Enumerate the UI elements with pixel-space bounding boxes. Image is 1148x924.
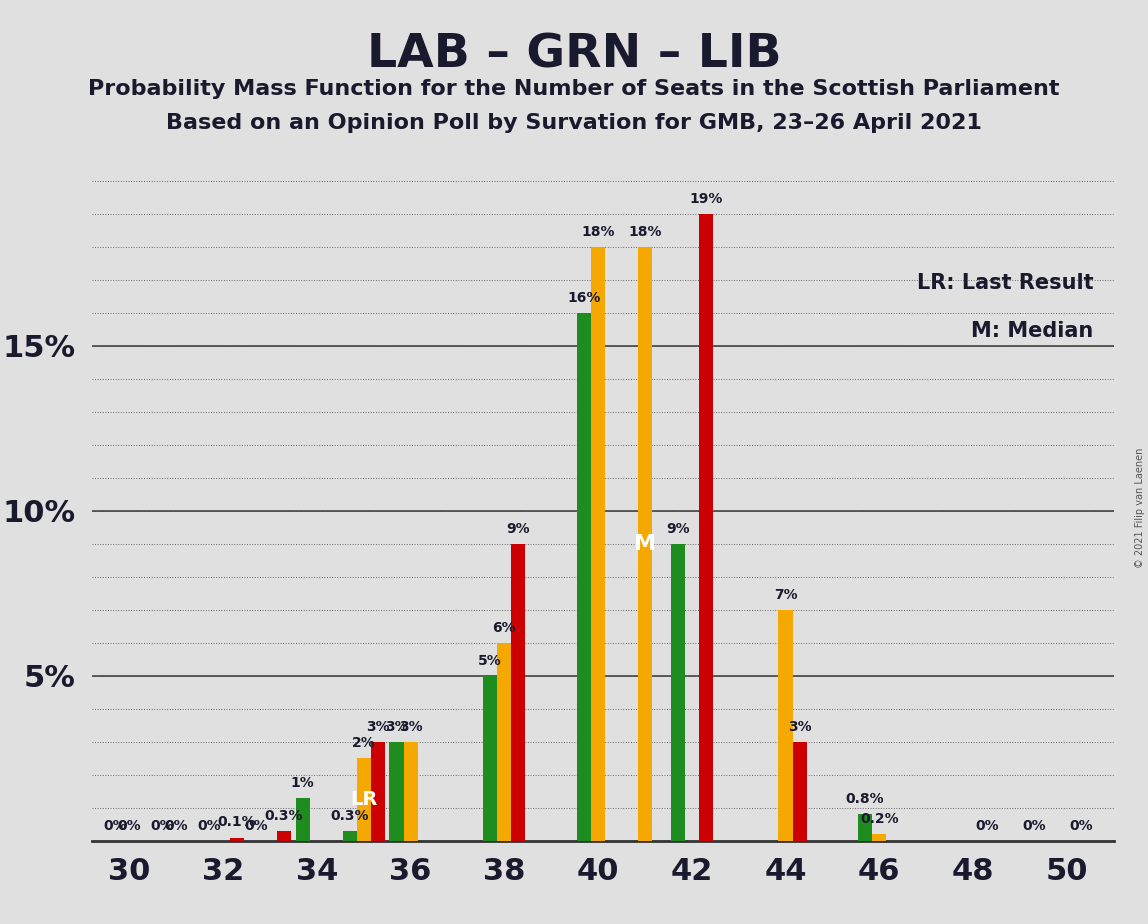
Text: Based on an Opinion Poll by Survation for GMB, 23–26 April 2021: Based on an Opinion Poll by Survation fo… (166, 113, 982, 133)
Text: 0.3%: 0.3% (331, 808, 369, 822)
Text: © 2021 Filip van Laenen: © 2021 Filip van Laenen (1135, 448, 1145, 568)
Bar (483, 675, 497, 841)
Text: 0%: 0% (164, 819, 188, 833)
Text: M: M (634, 534, 656, 553)
Text: 9%: 9% (506, 521, 530, 536)
Text: 0%: 0% (1069, 819, 1093, 833)
Text: 18%: 18% (581, 225, 615, 238)
Text: 0%: 0% (1022, 819, 1046, 833)
Text: 18%: 18% (628, 225, 661, 238)
Text: 0.1%: 0.1% (218, 815, 256, 830)
Bar (591, 247, 605, 841)
Text: 3%: 3% (366, 720, 389, 734)
Text: 0%: 0% (245, 819, 267, 833)
Text: 0.3%: 0.3% (265, 808, 303, 822)
Bar (403, 742, 418, 841)
Text: 0%: 0% (975, 819, 999, 833)
Bar (497, 643, 511, 841)
Text: 0%: 0% (103, 819, 127, 833)
Bar (778, 610, 792, 841)
Bar (277, 831, 292, 841)
Text: 1%: 1% (290, 775, 315, 790)
Text: 3%: 3% (385, 720, 409, 734)
Text: 16%: 16% (567, 290, 600, 305)
Bar (357, 759, 371, 841)
Text: LR: Last Result: LR: Last Result (916, 273, 1093, 293)
Text: 0.8%: 0.8% (846, 792, 884, 806)
Bar (296, 798, 310, 841)
Bar (511, 544, 526, 841)
Bar (577, 313, 591, 841)
Bar (792, 742, 807, 841)
Text: 0%: 0% (117, 819, 141, 833)
Bar (699, 213, 713, 841)
Bar (342, 831, 357, 841)
Text: 0%: 0% (150, 819, 174, 833)
Text: LR: LR (350, 790, 378, 809)
Bar (670, 544, 684, 841)
Bar (638, 247, 652, 841)
Bar (858, 814, 872, 841)
Text: 7%: 7% (774, 588, 798, 602)
Bar (872, 834, 886, 841)
Text: 5%: 5% (479, 653, 502, 667)
Text: 2%: 2% (351, 736, 375, 750)
Bar (230, 837, 245, 841)
Text: 0%: 0% (197, 819, 220, 833)
Text: 0.2%: 0.2% (860, 812, 899, 826)
Text: Probability Mass Function for the Number of Seats in the Scottish Parliament: Probability Mass Function for the Number… (88, 79, 1060, 99)
Text: 3%: 3% (398, 720, 422, 734)
Bar (389, 742, 403, 841)
Text: 9%: 9% (666, 521, 690, 536)
Text: M: Median: M: Median (971, 322, 1093, 341)
Text: LAB – GRN – LIB: LAB – GRN – LIB (366, 32, 782, 78)
Text: 6%: 6% (492, 621, 517, 635)
Bar (371, 742, 385, 841)
Text: 3%: 3% (788, 720, 812, 734)
Text: 19%: 19% (689, 191, 722, 206)
